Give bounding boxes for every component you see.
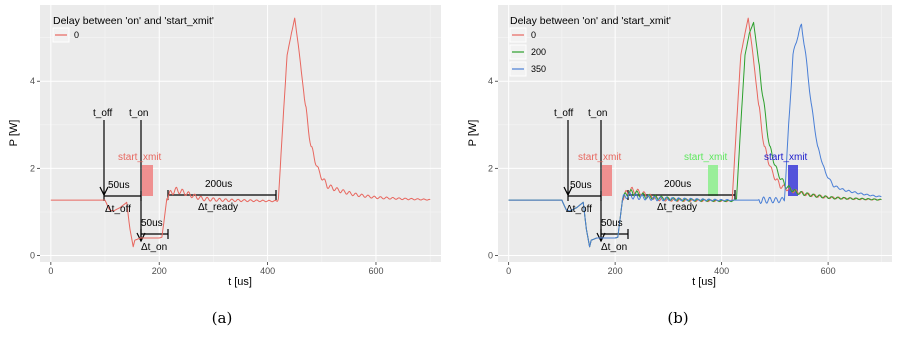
- dt-ready-label-a: Δt_ready: [198, 202, 238, 213]
- plot-panel-b: [498, 5, 892, 262]
- y-tick-label: 2: [488, 163, 493, 173]
- x-axis-title-a: t [us]: [228, 276, 252, 288]
- x-tick-label: 200: [152, 266, 167, 276]
- y-axis-title-b: P [W]: [467, 120, 479, 147]
- dt-off-label-a: Δt_off: [105, 204, 131, 215]
- annotations-a: [99, 120, 277, 243]
- start-xmit-marker-b-200: [708, 165, 718, 196]
- start-xmit-label-b-350: start_xmit: [764, 152, 808, 163]
- annotation-labels-b: t_off t_on start_xmit start_xmit start_x…: [554, 108, 808, 253]
- t-on-label-a: t_on: [129, 108, 148, 119]
- legend-b: Delay between 'on' and 'start_xmit' 0 200…: [509, 15, 671, 77]
- x-tick-label: 600: [368, 266, 383, 276]
- start-xmit-label-a: start_xmit: [118, 152, 162, 163]
- t-off-label-a: t_off: [93, 108, 112, 119]
- gridlines-b: [498, 5, 892, 262]
- legend-label-200: 200: [531, 47, 546, 57]
- dt-off-value-b: 50us: [570, 180, 592, 191]
- legend-a: Delay between 'on' and 'start_xmit' 0: [52, 15, 214, 43]
- gridlines-a: [40, 5, 441, 262]
- x-tick-label: 400: [714, 266, 729, 276]
- legend-label-0: 0: [531, 30, 536, 40]
- y-tick-label: 0: [488, 250, 493, 260]
- ticks-b: 0 200 400 600 0 2 4: [488, 76, 836, 276]
- dt-ready-value-b: 200us: [664, 179, 691, 190]
- x-tick-label: 400: [260, 266, 275, 276]
- dt-ready-label-b: Δt_ready: [657, 202, 697, 213]
- start-xmit-label-b-0: start_xmit: [578, 152, 622, 163]
- y-tick-label: 2: [30, 163, 35, 173]
- x-tick-label: 200: [608, 266, 623, 276]
- x-tick-label: 600: [821, 266, 836, 276]
- dt-on-value-b: 50us: [601, 218, 623, 229]
- series-lines-a: [50, 17, 431, 248]
- t-on-label-b: t_on: [588, 108, 607, 119]
- start-xmit-marker-b-0: [602, 165, 612, 196]
- legend-title-b: Delay between 'on' and 'start_xmit': [510, 15, 671, 27]
- legend-entries-a: 0: [52, 27, 79, 43]
- ticks-a: 0 200 400 600 0 2 4: [30, 76, 384, 276]
- dt-on-label-a: Δt_on: [141, 242, 167, 253]
- series-line-0: [50, 17, 431, 248]
- x-axis-title-b: t [us]: [692, 276, 716, 288]
- chart-b: 0 200 400 600 0 2 4 t_off t_on start_xmit star…: [467, 5, 892, 327]
- t-on-arrowhead-a: [136, 232, 146, 243]
- dt-on-value-a: 50us: [141, 218, 163, 229]
- legend-title-a: Delay between 'on' and 'start_xmit': [53, 15, 214, 27]
- start-xmit-marker-a: [142, 165, 153, 196]
- x-tick-label: 0: [48, 266, 53, 276]
- dt-off-label-b: Δt_off: [566, 204, 592, 215]
- dt-on-label-b: Δt_on: [601, 242, 627, 253]
- start-xmit-marker-b-350: [788, 165, 798, 196]
- y-axis-title-a: P [W]: [8, 120, 20, 147]
- t-off-label-b: t_off: [554, 108, 573, 119]
- dt-off-value-a: 50us: [108, 180, 130, 191]
- legend-entries-b: 0 200 350: [509, 27, 546, 77]
- start-xmit-label-b-200: start_xmit: [684, 152, 728, 163]
- legend-label-350: 350: [531, 64, 546, 74]
- dt-ready-value-a: 200us: [205, 179, 232, 190]
- caption-a: (a): [212, 309, 233, 327]
- legend-label-0: 0: [74, 30, 79, 40]
- t-on-arrowhead-b: [596, 232, 606, 243]
- plot-panel-a: [40, 5, 441, 262]
- caption-b: (b): [667, 309, 688, 327]
- y-tick-label: 4: [30, 76, 35, 86]
- y-tick-label: 0: [30, 250, 35, 260]
- annotation-labels-a: t_off t_on start_xmit 50us Δt_off 50us Δ…: [93, 108, 238, 253]
- x-tick-label: 0: [506, 266, 511, 276]
- series-lines-b: [508, 17, 882, 248]
- series-line-350: [508, 23, 882, 248]
- y-tick-label: 4: [488, 76, 493, 86]
